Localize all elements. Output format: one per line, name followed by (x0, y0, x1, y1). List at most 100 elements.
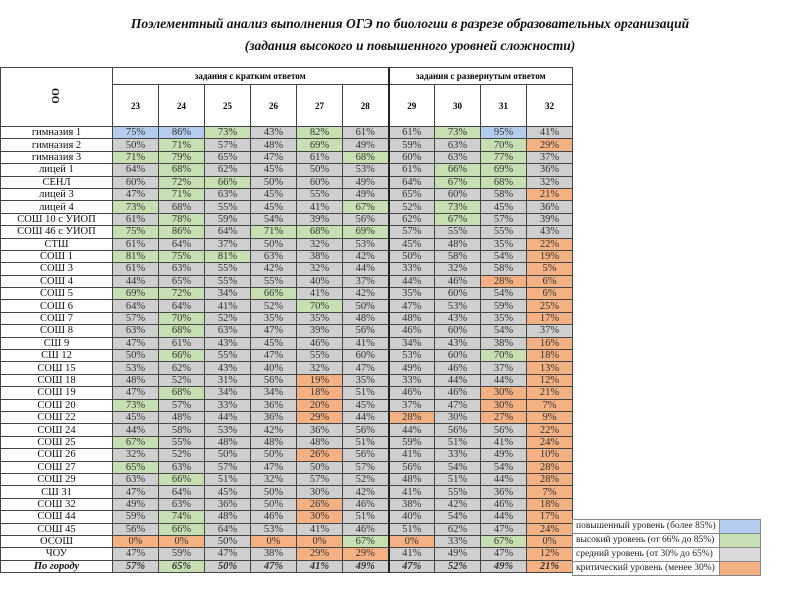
percent-cell: 50% (296, 460, 343, 474)
percent-cell: 57% (480, 212, 527, 227)
percent-cell: 47% (112, 485, 159, 499)
percent-cell: 67% (342, 534, 389, 549)
percent-cell: 50% (250, 175, 297, 189)
percent-cell: 55% (204, 200, 251, 214)
percent-cell: 47% (250, 324, 297, 338)
percent-cell: 34% (204, 287, 251, 301)
table-row: СОШ 32 49% 63% 36% 50% 26% 46% 38% 42% 46% 18% (0, 497, 573, 512)
percent-cell: 56% (112, 522, 159, 536)
percent-cell: 43% (434, 311, 481, 326)
percent-cell: 57% (112, 559, 159, 574)
org-name: СОШ 6 (0, 299, 113, 313)
percent-cell: 59% (204, 212, 251, 227)
percent-cell: 44% (387, 423, 435, 437)
percent-cell: 35% (480, 311, 527, 326)
percent-cell: 64% (204, 522, 251, 536)
percent-cell: 73% (434, 200, 481, 214)
table-row: СОШ 8 63% 68% 63% 47% 39% 56% 46% 60% 54% 37% (0, 324, 573, 338)
percent-cell: 45% (250, 163, 297, 177)
percent-cell: 55% (434, 485, 481, 499)
percent-cell: 19% (296, 373, 343, 388)
percent-cell: 47% (434, 398, 481, 413)
percent-cell: 36% (526, 163, 573, 177)
column-header-29: 29 (387, 84, 435, 127)
org-name: СОШ 32 (0, 497, 113, 512)
percent-cell: 58% (158, 423, 205, 437)
percent-cell: 18% (526, 497, 573, 512)
percent-cell: 57% (204, 460, 251, 474)
percent-cell: 58% (480, 262, 527, 276)
percent-cell: 68% (480, 175, 527, 189)
percent-cell: 44% (480, 373, 527, 388)
percent-cell: 46% (387, 386, 435, 400)
legend-label: критический уровень (менее 30%) (572, 561, 720, 576)
percent-cell: 49% (112, 497, 159, 512)
percent-cell: 66% (250, 287, 297, 301)
percent-cell: 56% (342, 423, 389, 437)
percent-cell: 66% (158, 349, 205, 363)
org-name: гимназия 3 (0, 150, 113, 165)
percent-cell: 62% (387, 212, 435, 227)
percent-cell: 45% (250, 336, 297, 351)
percent-cell: 33% (204, 398, 251, 413)
percent-cell: 95% (480, 125, 527, 140)
percent-cell: 86% (158, 125, 205, 140)
percent-cell: 60% (434, 287, 481, 301)
column-header-30: 30 (434, 84, 481, 127)
percent-cell: 18% (526, 349, 573, 363)
percent-cell: 67% (112, 435, 159, 450)
percent-cell: 44% (204, 410, 251, 425)
legend-swatch (718, 519, 761, 534)
percent-cell: 50% (112, 349, 159, 363)
legend-swatch (718, 561, 761, 576)
percent-cell: 38% (387, 497, 435, 512)
percent-cell: 17% (526, 510, 573, 524)
percent-cell: 55% (158, 435, 205, 450)
percent-cell: 42% (342, 485, 389, 499)
percent-cell: 79% (158, 150, 205, 165)
percent-cell: 52% (204, 311, 251, 326)
percent-cell: 65% (204, 150, 251, 165)
percent-cell: 46% (434, 274, 481, 289)
percent-cell: 45% (342, 398, 389, 413)
org-name: СОШ 20 (0, 398, 113, 413)
percent-cell: 53% (342, 163, 389, 177)
table-row: СОШ 19 47% 68% 34% 34% 18% 51% 46% 46% 30% 21% (0, 386, 573, 400)
percent-cell: 41% (204, 299, 251, 313)
percent-cell: 65% (158, 559, 205, 574)
percent-cell: 50% (250, 497, 297, 512)
percent-cell: 71% (158, 187, 205, 202)
percent-cell: 52% (158, 448, 205, 462)
percent-cell: 32% (296, 361, 343, 375)
percent-cell: 52% (250, 299, 297, 313)
percent-cell: 50% (342, 299, 389, 313)
table-row: СОШ 29 63% 66% 51% 32% 57% 52% 48% 51% 44% 28% (0, 472, 573, 487)
percent-cell: 48% (296, 435, 343, 450)
percent-cell: 52% (342, 472, 389, 487)
percent-cell: 35% (250, 311, 297, 326)
percent-cell: 43% (526, 225, 573, 239)
org-name: СОШ 44 (0, 510, 113, 524)
table-row: СОШ 1 81% 75% 81% 63% 38% 42% 50% 58% 54% 19% (0, 249, 573, 264)
percent-cell: 5% (526, 262, 573, 276)
org-name: лицей 4 (0, 200, 113, 214)
group-short-answer: задания с кратким ответом (112, 67, 389, 85)
percent-cell: 78% (158, 212, 205, 227)
percent-cell: 61% (342, 125, 389, 140)
org-name: СОШ 3 (0, 262, 113, 276)
percent-cell: 50% (204, 559, 251, 574)
percent-cell: 46% (250, 510, 297, 524)
percent-cell: 64% (158, 485, 205, 499)
percent-cell: 61% (112, 212, 159, 227)
percent-cell: 49% (480, 448, 527, 462)
table-row: СОШ 3 61% 63% 55% 42% 32% 44% 33% 32% 58% 5% (0, 262, 573, 276)
percent-cell: 16% (526, 336, 573, 351)
org-name: лицей 3 (0, 187, 113, 202)
org-name: ЧОУ (0, 547, 113, 561)
column-header-27: 27 (296, 84, 343, 127)
org-name: СШ 31 (0, 485, 113, 499)
percent-cell: 41% (296, 287, 343, 301)
percent-cell: 61% (296, 150, 343, 165)
percent-cell: 36% (480, 485, 527, 499)
percent-cell: 50% (112, 138, 159, 152)
